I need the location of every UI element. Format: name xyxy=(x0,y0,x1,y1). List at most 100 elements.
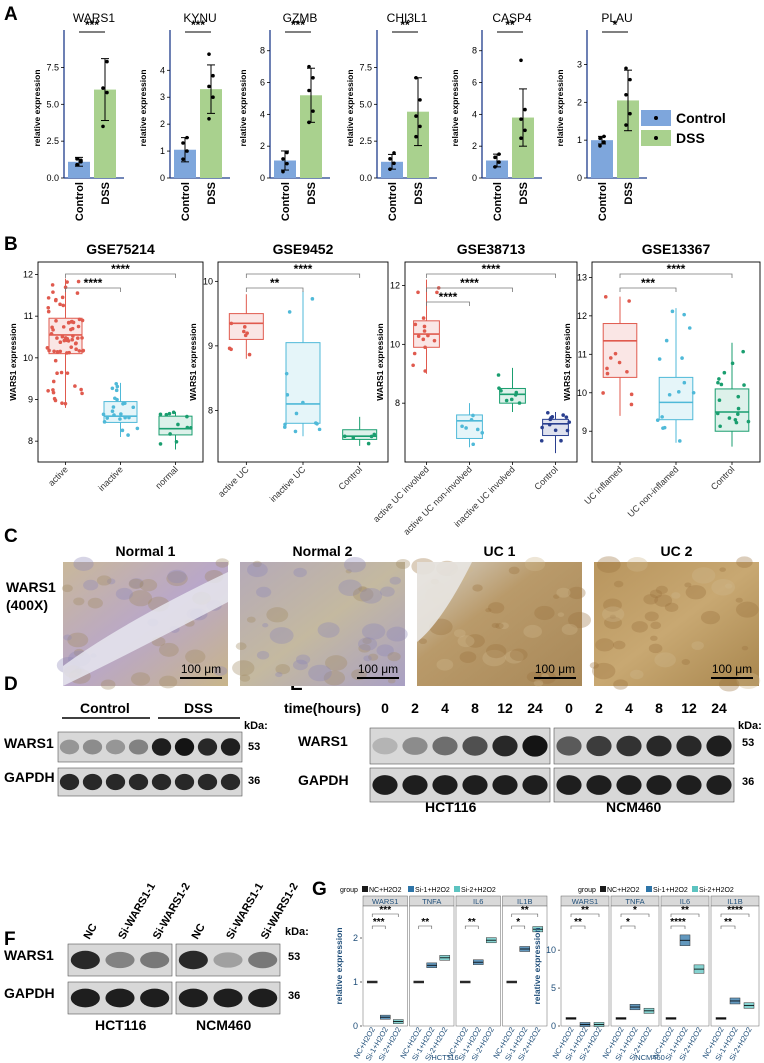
legend-label: NC+H2O2 xyxy=(607,887,640,894)
box-active-uc-involved xyxy=(411,279,441,374)
blot-band xyxy=(105,773,126,791)
y-tick-label: 2 xyxy=(472,141,477,151)
data-point xyxy=(70,326,75,331)
data-point xyxy=(691,390,696,395)
data-point xyxy=(601,391,605,395)
y-tick-label: 2 xyxy=(260,141,265,151)
y-tick-label: 2.5 xyxy=(46,136,59,146)
blot-band xyxy=(174,773,195,791)
data-point xyxy=(50,325,54,330)
time-label-hct116: 24 xyxy=(527,700,543,716)
data-point xyxy=(423,369,427,373)
ihc-row-magnification: (400X) xyxy=(6,597,48,613)
wb-e-row-wars1: WARS1 xyxy=(298,733,348,749)
data-point xyxy=(682,380,687,385)
ihc-image-3: UC 1 100 μm xyxy=(411,543,592,687)
blot-band xyxy=(248,988,278,1008)
y-tick-label: 8 xyxy=(28,436,33,446)
x-tick-label: inactive xyxy=(96,464,125,493)
data-point xyxy=(469,417,474,422)
data-point xyxy=(207,52,211,56)
data-point xyxy=(49,332,54,336)
data-point xyxy=(559,438,563,443)
data-point xyxy=(629,402,634,407)
bar-control xyxy=(381,161,403,178)
wb-e-kda-label: kDa: xyxy=(738,720,762,732)
data-point xyxy=(627,299,631,303)
y-axis-label: relative expression xyxy=(238,69,248,146)
y-tick-label: 0 xyxy=(260,173,265,183)
blot-band xyxy=(646,775,672,795)
data-point xyxy=(185,425,190,430)
ihc-image-2: Normal 2 100 μm xyxy=(232,543,411,686)
x-tick-label: Control xyxy=(180,182,192,221)
cell-line-label: NCM460 xyxy=(635,1053,665,1062)
legend-label: Si-1+H2O2 xyxy=(653,887,688,894)
wb-f-row-gapdh: GAPDH xyxy=(4,985,55,1001)
y-tick-label: 7.5 xyxy=(359,62,372,72)
x-tick-label: inactive UC xyxy=(268,464,308,504)
data-point xyxy=(307,88,311,93)
data-point xyxy=(736,412,740,416)
data-point xyxy=(730,361,735,366)
y-tick-label: 0 xyxy=(551,1021,556,1031)
panel-label-f: F xyxy=(4,929,16,950)
blot-band xyxy=(522,735,548,757)
significance-label: *** xyxy=(191,18,205,32)
data-point xyxy=(678,439,682,443)
scale-bar-label: 100 μm xyxy=(535,662,575,676)
y-tick-label: 11 xyxy=(24,311,33,321)
data-point xyxy=(167,411,172,416)
y-tick-label: 1 xyxy=(160,146,165,156)
x-tick-label: Control xyxy=(336,464,364,492)
data-point xyxy=(123,415,127,420)
wb-f-row-wars1: WARS1 xyxy=(4,947,54,963)
data-point xyxy=(101,86,105,90)
y-tick-label: 10 xyxy=(577,388,587,398)
legend-swatch xyxy=(646,886,652,892)
y-tick-label: 12 xyxy=(577,311,587,321)
significance-label: ** xyxy=(574,917,582,928)
data-point xyxy=(114,388,119,393)
data-point xyxy=(613,351,618,356)
legend-label: NC+H2O2 xyxy=(369,887,402,894)
data-point xyxy=(722,370,727,375)
data-point xyxy=(281,169,285,174)
data-point xyxy=(667,392,672,397)
data-point xyxy=(414,134,418,139)
data-point xyxy=(746,419,751,424)
y-tick-label: 5.0 xyxy=(359,99,372,109)
bar-chart-wars1: WARS1 relative expression 0.0 2.5 5.0 7.5 *** C… xyxy=(32,11,124,221)
facet-strip-label: IL1B xyxy=(517,897,532,906)
data-point xyxy=(307,64,311,69)
panel-g-facet-boxplots: group NC+H2O2 Si-1+H2O2 Si-2+H2O2 relative e… xyxy=(334,886,760,1062)
data-point xyxy=(58,340,63,345)
blot-band xyxy=(82,773,103,791)
blot-f-hct116-wars1 xyxy=(67,943,173,977)
data-point xyxy=(123,401,127,406)
data-point xyxy=(229,347,233,352)
data-point xyxy=(565,428,570,433)
data-point xyxy=(101,412,106,417)
box-inactive-uc-involved xyxy=(496,367,526,412)
legend-swatch xyxy=(692,886,698,892)
data-point xyxy=(181,157,185,161)
x-tick-label: Control xyxy=(387,182,399,221)
data-point xyxy=(60,334,65,339)
data-point xyxy=(310,297,315,301)
facet-strip-label: TNFA xyxy=(625,897,644,906)
data-point xyxy=(176,422,180,427)
blot-band xyxy=(248,951,278,969)
significance-label: * xyxy=(613,18,618,32)
wb-e-kda-wars1: 53 xyxy=(742,737,754,749)
data-point xyxy=(47,348,51,353)
data-point xyxy=(58,349,63,354)
data-point xyxy=(285,150,289,155)
data-point xyxy=(111,405,116,409)
data-point xyxy=(504,398,509,403)
data-point xyxy=(657,357,662,361)
data-point xyxy=(608,356,613,360)
blot-e-hct116-gapdh xyxy=(369,767,551,803)
data-point xyxy=(307,120,311,125)
data-point xyxy=(421,337,426,342)
